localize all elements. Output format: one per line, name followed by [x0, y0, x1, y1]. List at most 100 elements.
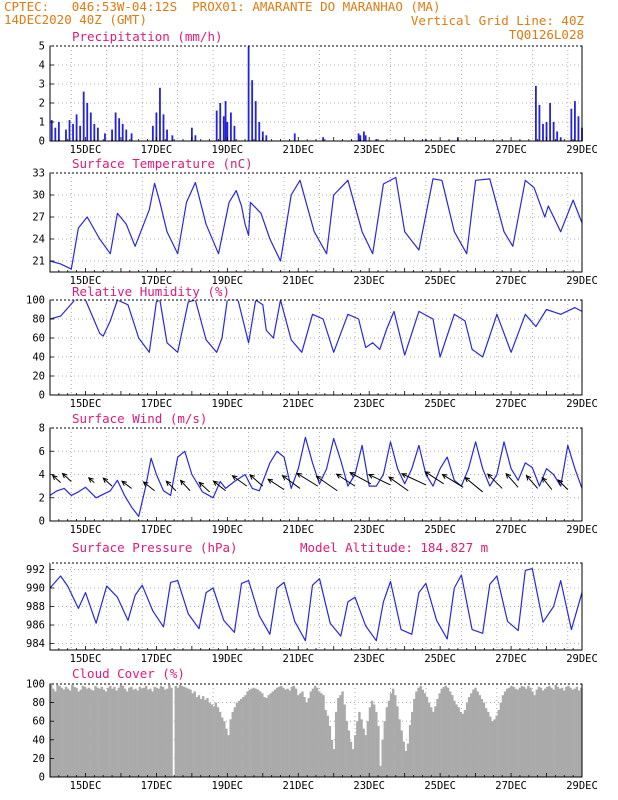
cloud-bar [525, 688, 528, 777]
precip-bar [219, 103, 222, 141]
cloud-bar [109, 685, 112, 777]
cloud-bar [345, 721, 348, 777]
wind-vector [335, 473, 356, 487]
y-tick-label: 990 [26, 582, 45, 594]
cloud-bar [267, 695, 270, 777]
precip-bar [375, 139, 378, 141]
precip-bar [574, 101, 576, 141]
cloud-bar [292, 685, 296, 777]
cloud-bar [535, 689, 538, 777]
panel-subtitle: Model Altitude: 184.827 m [300, 540, 488, 555]
cloud-bar [373, 704, 376, 777]
cloud-bar [449, 691, 452, 777]
x-day-label: 25DEC [424, 398, 456, 410]
cloud-bar [548, 685, 551, 777]
cloud-bar [330, 739, 334, 777]
wind-vector [281, 474, 301, 489]
y-tick-label: 2 [39, 492, 45, 504]
x-day-label: 25DEC [424, 275, 456, 287]
precip-bar [190, 127, 193, 141]
cloud-bar [501, 695, 505, 777]
precip-bar [538, 104, 541, 141]
x-day-label: 19DEC [212, 524, 244, 536]
cloud-bar [444, 685, 448, 777]
cloud-bar [155, 687, 158, 777]
cloud-bar [356, 721, 359, 777]
cloud-bar [275, 687, 279, 777]
cloud-bar [88, 687, 91, 777]
cloud-bar [465, 702, 469, 777]
header-date: 14DEC2020 40Z (GMT) [4, 12, 147, 27]
cloud-bar [107, 687, 110, 777]
cloud-bar [503, 691, 507, 777]
precip-bar [125, 129, 128, 141]
cloud-bar [495, 715, 498, 777]
cloud-bar [487, 711, 490, 777]
cloud-bar [119, 684, 123, 777]
cloud-bar [453, 700, 456, 777]
series-line [49, 176, 583, 270]
precip-bar [534, 85, 537, 141]
cloud-bar [404, 750, 408, 777]
precip-bar [229, 112, 232, 141]
panel-1: 0 1 2 3 4 5 15DEC 17DEC 19DEC 21DEC 23DEC 25DEC 27DE… [39, 29, 598, 156]
precip-bar [559, 137, 562, 141]
cloud-bar [396, 706, 399, 777]
series-line [49, 568, 583, 642]
precip-bar [159, 87, 161, 141]
cloud-bar [212, 706, 215, 777]
cloud-bar [159, 685, 163, 777]
cloud-bar [489, 716, 492, 777]
cloud-bar [149, 688, 152, 777]
wind-vector [179, 479, 191, 492]
cloud-bar [81, 685, 85, 777]
cloud-bar [246, 691, 249, 777]
cloud-bar [320, 693, 323, 777]
wind-vector [505, 472, 519, 488]
cloud-bar [569, 687, 572, 777]
cloud-bar [480, 698, 484, 777]
cloud-bar [77, 691, 80, 777]
cloud-bar [392, 688, 395, 777]
cloud-bar [491, 721, 494, 777]
cloud-bar [130, 686, 133, 777]
cloud-bar [419, 685, 422, 777]
precip-bar [359, 135, 362, 141]
cloud-bar [415, 691, 418, 777]
wind-vector [388, 476, 409, 492]
y-tick-label: 20 [32, 371, 45, 383]
cloud-bar [322, 695, 325, 777]
cloud-bar [233, 707, 237, 777]
cloud-bar [497, 710, 500, 777]
cloud-bar [191, 693, 194, 777]
cloud-bar [508, 687, 511, 777]
cloud-bar [288, 690, 291, 777]
cloud-bar [550, 687, 553, 777]
cloud-bar [552, 689, 555, 777]
x-day-label: 29DEC [566, 398, 598, 410]
cloud-bar [297, 695, 300, 777]
x-day-label: 23DEC [353, 524, 385, 536]
y-tick-label: 60 [32, 333, 45, 345]
cloud-bar [343, 704, 346, 777]
y-tick-label: 27 [32, 212, 45, 224]
y-tick-label: 5 [39, 41, 45, 53]
cloud-bar [187, 688, 190, 777]
cloud-bar [457, 707, 460, 777]
x-day-label: 19DEC [212, 653, 244, 665]
cloud-bar [115, 690, 118, 777]
precip-bar [82, 91, 85, 141]
wind-vector [267, 478, 285, 491]
x-day-label: 17DEC [141, 398, 173, 410]
x-day-label: 27DEC [495, 653, 527, 665]
y-tick-label: 984 [26, 638, 45, 650]
y-tick-label: 40 [32, 734, 45, 746]
x-day-label: 27DEC [495, 275, 527, 287]
cloud-bar [265, 697, 268, 777]
cloud-bar [474, 687, 477, 777]
cloud-bar [286, 688, 289, 777]
cloud-bar [366, 721, 370, 777]
cloud-bar [69, 690, 72, 777]
precip-bar [357, 133, 360, 141]
cloud-bar [514, 688, 517, 777]
